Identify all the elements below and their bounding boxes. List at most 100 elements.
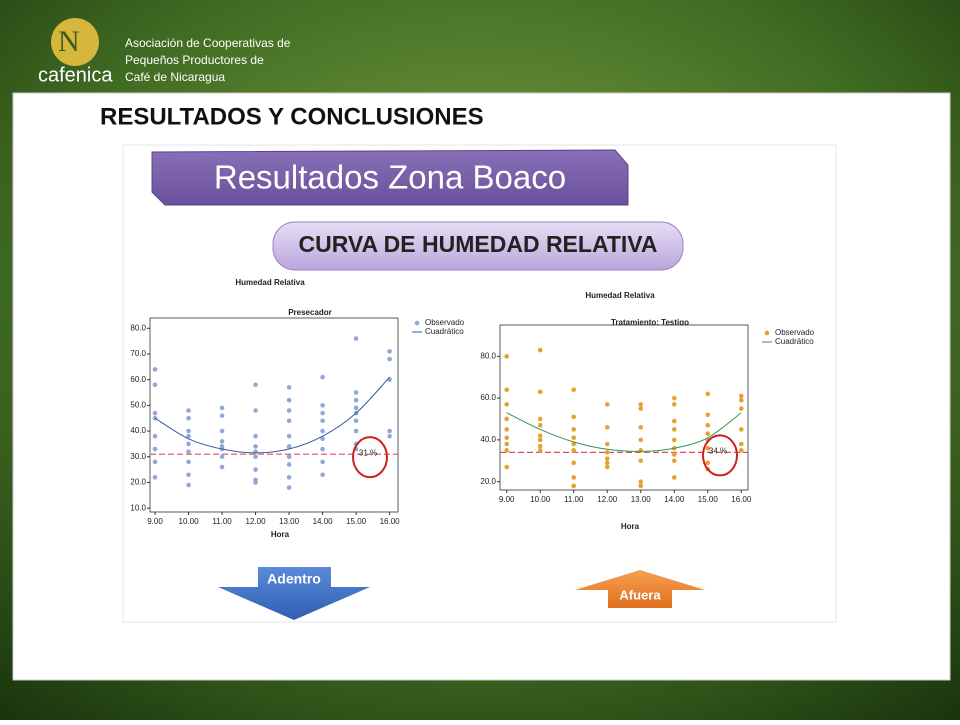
- legend-swatch: [764, 330, 770, 336]
- point: [571, 448, 577, 453]
- point: [320, 410, 325, 416]
- point: [186, 482, 191, 488]
- point: [186, 441, 191, 447]
- heading: RESULTADOS Y CONCLUSIONES: [100, 103, 484, 130]
- point: [286, 444, 292, 449]
- arrow-down: [218, 567, 370, 620]
- point: [152, 433, 158, 439]
- y-tick-label: 50.0: [130, 400, 146, 409]
- legend-label: Cuadrático: [425, 327, 464, 336]
- logo-mark: [51, 18, 99, 66]
- x-tick-label: 14.00: [664, 495, 685, 504]
- point: [504, 448, 510, 453]
- point: [186, 433, 191, 439]
- point: [537, 347, 543, 353]
- org-line: Asociación de Cooperativas de: [125, 36, 291, 50]
- y-tick-label: 20.0: [130, 478, 146, 487]
- point: [571, 483, 577, 489]
- point: [152, 410, 158, 416]
- point: [353, 428, 359, 434]
- point: [253, 444, 258, 449]
- point: [504, 435, 510, 441]
- point: [387, 349, 392, 354]
- fit-curve: [506, 412, 742, 452]
- y-tick-label: 40.0: [130, 426, 146, 435]
- point: [219, 405, 225, 411]
- point: [571, 427, 577, 432]
- point: [705, 412, 711, 418]
- banner-shape: [151, 149, 629, 206]
- banner: Resultados Zona Boaco: [214, 159, 566, 196]
- point: [537, 389, 543, 395]
- point: [604, 456, 610, 461]
- point: [604, 402, 610, 407]
- point: [152, 382, 158, 388]
- point: [638, 437, 644, 443]
- point: [705, 422, 711, 428]
- x-tick-label: 11.00: [564, 495, 584, 504]
- chart-title: Humedad Relativa: [235, 278, 305, 287]
- point: [320, 436, 325, 442]
- point: [705, 445, 711, 451]
- point: [738, 441, 744, 447]
- reference-label: 34 %: [709, 447, 727, 456]
- point: [671, 427, 677, 432]
- point: [504, 464, 510, 470]
- point: [705, 431, 711, 436]
- point: [353, 336, 359, 341]
- point: [387, 356, 392, 362]
- point: [571, 460, 577, 466]
- y-tick-label: 20.0: [480, 477, 496, 486]
- point: [671, 452, 677, 457]
- x-tick-label: 15.00: [346, 517, 367, 526]
- logo: N cafenica Asociación de Cooperativas de…: [38, 18, 291, 86]
- point: [738, 427, 744, 432]
- point: [504, 441, 510, 447]
- point: [638, 425, 644, 430]
- point: [286, 485, 292, 490]
- x-tick-label: 13.00: [631, 495, 652, 504]
- x-tick-label: 12.00: [246, 517, 267, 526]
- point: [286, 408, 292, 413]
- x-tick-label: 16.00: [380, 517, 401, 526]
- point: [738, 393, 744, 399]
- point: [186, 459, 191, 465]
- point: [286, 385, 292, 390]
- point: [219, 464, 225, 470]
- point: [253, 454, 258, 460]
- reference-label: 31 %: [359, 448, 377, 457]
- point: [152, 459, 158, 465]
- logo-letter: N: [58, 25, 80, 58]
- y-tick-label: 30.0: [130, 452, 146, 461]
- point: [604, 464, 610, 470]
- y-tick-label: 70.0: [130, 349, 146, 358]
- point: [504, 354, 510, 359]
- point: [638, 483, 644, 489]
- point: [320, 446, 325, 452]
- point: [253, 433, 258, 439]
- arrow-up: [575, 570, 705, 608]
- legend-label: Observado: [425, 318, 465, 327]
- point: [504, 402, 510, 407]
- point: [504, 387, 510, 393]
- point: [152, 446, 158, 452]
- x-tick-label: 14.00: [313, 517, 334, 526]
- fit-curve: [154, 376, 390, 454]
- point: [219, 454, 225, 460]
- x-tick-label: 12.00: [597, 495, 618, 504]
- point: [152, 367, 158, 372]
- point: [186, 415, 191, 421]
- point: [186, 428, 191, 434]
- y-tick-label: 60.0: [130, 375, 146, 384]
- x-axis-label: Hora: [621, 522, 640, 531]
- point: [504, 416, 510, 422]
- point: [671, 437, 677, 443]
- point: [186, 449, 191, 454]
- point: [253, 467, 258, 472]
- point: [152, 475, 158, 480]
- y-tick-label: 60.0: [480, 393, 496, 402]
- point: [253, 408, 258, 413]
- org-line: Café de Nicaragua: [125, 70, 225, 84]
- point: [571, 387, 577, 393]
